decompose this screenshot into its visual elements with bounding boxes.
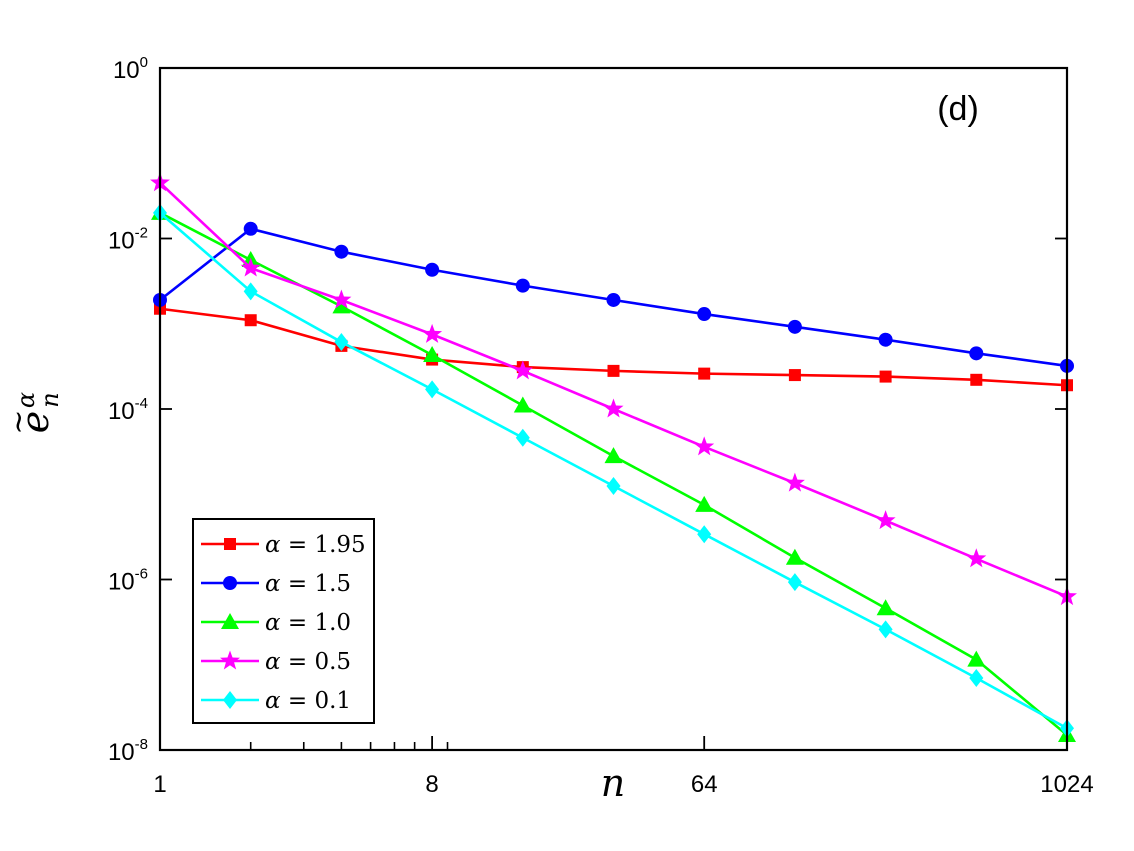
- legend-label: α = 0.1: [265, 688, 351, 714]
- data-point: [243, 282, 258, 301]
- legend-label: α = 1.5: [265, 571, 351, 597]
- data-point: [334, 333, 349, 352]
- x-tick-label: 1: [153, 771, 166, 798]
- data-point: [875, 510, 896, 530]
- legend: α = 1.95 α = 1.5 α = 1.0 α = 0.5 α = 0.1: [192, 518, 375, 724]
- data-point: [515, 428, 530, 447]
- data-point: [697, 525, 712, 544]
- x-tick-label: 64: [691, 771, 718, 798]
- legend-label: α = 0.5: [265, 649, 351, 675]
- data-point: [513, 396, 532, 413]
- series-3: [151, 203, 1076, 742]
- x-axis-label: n: [601, 761, 625, 805]
- data-point: [244, 314, 257, 327]
- legend-item: α = 0.5: [201, 649, 351, 675]
- data-point: [876, 599, 895, 616]
- y-axis-label-sup: α: [12, 392, 40, 408]
- y-tick-label: 10-6: [108, 566, 148, 596]
- y-tick-label: 10-8: [108, 736, 148, 766]
- data-point: [606, 292, 621, 307]
- data-point: [878, 620, 893, 639]
- y-axis-label-sub: n: [36, 392, 64, 407]
- data-point: [698, 367, 711, 380]
- data-point: [604, 447, 623, 464]
- data-point: [879, 370, 892, 383]
- data-point: [966, 548, 987, 568]
- y-tick-label: 100: [113, 54, 148, 84]
- data-point: [332, 297, 351, 314]
- legend-marker: [224, 538, 236, 550]
- data-point: [512, 360, 533, 380]
- series-2: [153, 221, 1074, 373]
- data-point: [607, 364, 620, 377]
- series-5: [153, 203, 1074, 738]
- y-axis: 100 10-2 10-4 10-6 10-8: [108, 54, 1067, 766]
- data-point: [603, 398, 624, 418]
- data-point: [243, 221, 258, 236]
- panel-label: (d): [937, 90, 979, 128]
- legend-marker: [223, 576, 237, 590]
- y-axis-label: e ~ α n: [1, 392, 64, 435]
- y-axis-label-accent: ~: [1, 409, 36, 434]
- x-tick-label: 1024: [1040, 771, 1093, 798]
- data-point: [969, 346, 984, 361]
- data-point: [785, 548, 804, 565]
- legend-item: α = 1.0: [201, 610, 351, 636]
- legend-item: α = 1.5: [201, 571, 351, 597]
- data-point: [969, 668, 984, 687]
- series-layer: [150, 172, 1077, 742]
- data-point: [423, 345, 442, 362]
- legend-marker: [221, 613, 239, 629]
- data-point: [425, 262, 440, 277]
- data-point: [695, 495, 714, 512]
- data-point: [331, 289, 352, 309]
- legend-item: α = 1.95: [201, 532, 366, 558]
- y-tick-label: 10-4: [108, 395, 148, 425]
- x-tick-label: 8: [425, 771, 438, 798]
- data-point: [422, 323, 443, 343]
- legend-item: α = 0.1: [201, 688, 351, 714]
- legend-label: α = 1.95: [265, 532, 366, 558]
- data-point: [606, 476, 621, 495]
- data-point: [878, 332, 893, 347]
- data-point: [697, 307, 712, 322]
- legend-marker: [220, 650, 240, 670]
- legend-marker: [223, 691, 237, 709]
- legend-label: α = 1.0: [265, 610, 351, 636]
- data-point: [788, 369, 801, 382]
- data-point: [425, 380, 440, 399]
- series-1: [154, 302, 1073, 392]
- data-point: [787, 319, 802, 334]
- data-point: [967, 650, 986, 667]
- data-point: [787, 573, 802, 592]
- y-axis-label-base: e: [13, 411, 57, 434]
- data-point: [970, 373, 983, 386]
- x-axis: 1 8 64 1024: [153, 736, 1094, 798]
- data-point: [334, 244, 349, 259]
- data-point: [784, 472, 805, 492]
- data-point: [515, 278, 530, 293]
- data-point: [694, 436, 715, 456]
- data-point: [240, 257, 261, 277]
- y-tick-label: 10-2: [108, 225, 148, 255]
